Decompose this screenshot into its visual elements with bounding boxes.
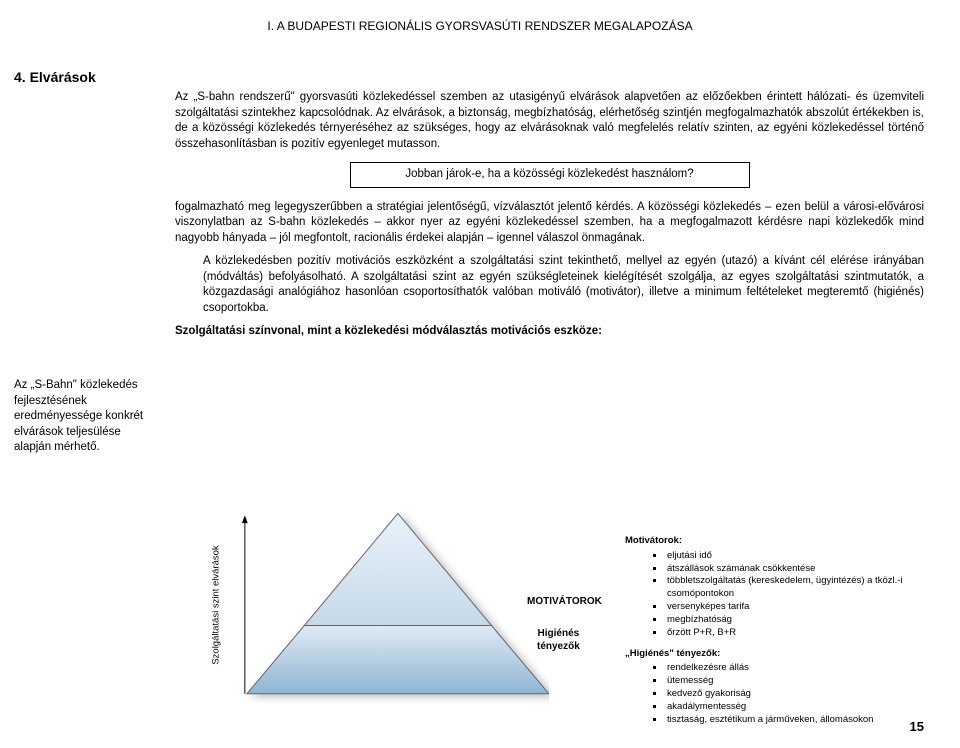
- section-title: 4. Elvárások: [14, 68, 96, 87]
- pyramid-graphic: [239, 511, 549, 704]
- lists-block: Motivátorok: eljutási időátszállások szá…: [625, 535, 915, 734]
- diagram-chart: Szolgáltatási szint elvárások: [175, 505, 555, 705]
- paragraph-indent: A közlekedésben pozitív motivációs eszkö…: [203, 254, 924, 316]
- boxed-question: Jobban járok-e, ha a közösségi közlekedé…: [350, 162, 750, 188]
- list-item: ütemesség: [665, 675, 915, 688]
- list-item: akadálymentesség: [665, 701, 915, 714]
- motivators-axis-label: MOTIVÁTOROK: [527, 595, 602, 609]
- hig-line2: tényezők: [537, 641, 580, 652]
- list-item: őrzött P+R, B+R: [665, 627, 915, 640]
- y-axis-label: Szolgáltatási szint elvárások: [211, 545, 224, 664]
- list-item: többletszolgáltatás (kereskedelem, ügyin…: [665, 575, 915, 601]
- indent-text: A közlekedésben pozitív motivációs eszkö…: [203, 255, 924, 314]
- hygiene-axis-label: Higiénés tényezők: [537, 627, 580, 653]
- diagram-section: Szolgáltatási szint elvárások MOTIVÁTORO…: [175, 505, 924, 715]
- hygiene-title: „Higiénés" tényezők:: [625, 648, 915, 661]
- motivators-title: Motivátorok:: [625, 535, 915, 548]
- list-item: eljutási idő: [665, 550, 915, 563]
- motivators-list: eljutási időátszállások számának csökken…: [665, 550, 915, 640]
- main-column: Az „S-bahn rendszerű" gyorsvasúti közlek…: [175, 90, 924, 340]
- list-item: átszállások számának csökkentése: [665, 563, 915, 576]
- list-item: tisztaság, esztétikum a járműveken, állo…: [665, 714, 915, 727]
- paragraph-intro: Az „S-bahn rendszerű" gyorsvasúti közlek…: [175, 90, 924, 152]
- subheading: Szolgáltatási színvonal, mint a közleked…: [175, 324, 924, 340]
- list-item: rendelkezésre állás: [665, 662, 915, 675]
- list-item: megbízhatóság: [665, 614, 915, 627]
- side-note: Az „S-Bahn" közlekedés fejlesztésének er…: [14, 378, 149, 456]
- page-header: I. A BUDAPESTI REGIONÁLIS GYORSVASÚTI RE…: [0, 0, 960, 40]
- list-item: kedvező gyakoriság: [665, 688, 915, 701]
- list-item: versenyképes tarifa: [665, 601, 915, 614]
- hygiene-list: rendelkezésre állásütemességkedvező gyak…: [665, 662, 915, 726]
- paragraph-2: fogalmazható meg legegyszerűbben a strat…: [175, 200, 924, 247]
- page-number: 15: [910, 718, 924, 736]
- hig-line1: Higiénés: [538, 628, 580, 639]
